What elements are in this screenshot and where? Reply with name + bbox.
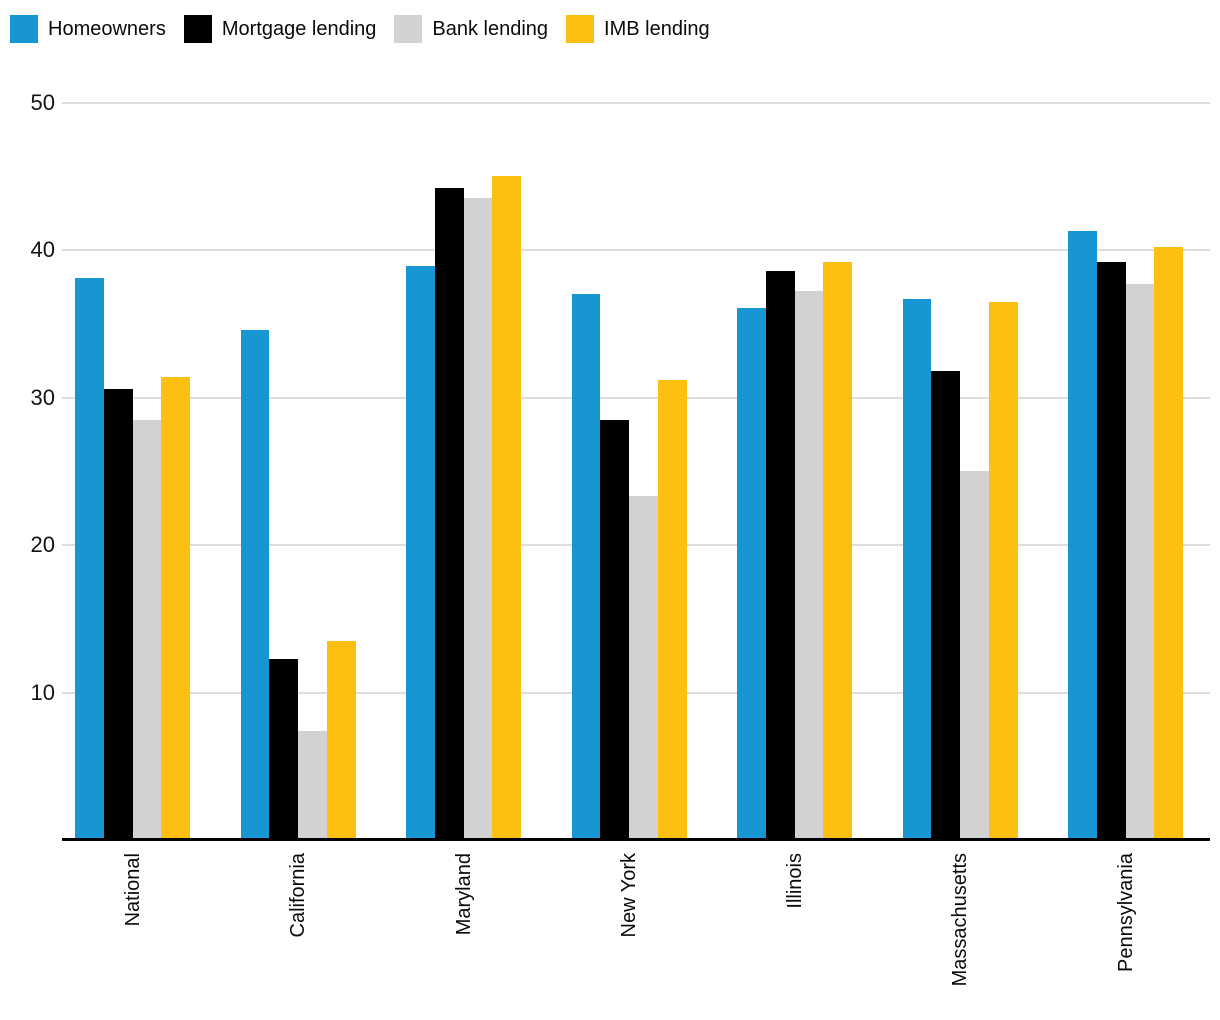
bar-imb-lending-california xyxy=(326,640,356,840)
bar-bank-lending-maryland xyxy=(463,198,493,840)
y-axis-tick-label: 20 xyxy=(30,532,55,557)
bar-homeowners-pennsylvania xyxy=(1068,230,1097,840)
legend-swatch-icon xyxy=(566,15,595,43)
bar-imb-lending-new-york xyxy=(657,379,687,840)
bar-homeowners-national xyxy=(75,278,104,840)
legend-swatch-icon xyxy=(183,15,212,43)
bar-homeowners-massachusetts xyxy=(902,298,932,840)
y-axis-tick-label: 50 xyxy=(30,89,55,115)
bar-mortgage-lending-massachusetts xyxy=(931,370,960,840)
y-axis-tick-label: 30 xyxy=(30,384,55,410)
bar-imb-lending-illinois xyxy=(823,261,852,840)
y-axis-tick-label: 40 xyxy=(30,237,55,262)
legend-label: Homeowners xyxy=(48,17,166,40)
legend-item-imb-lending: IMB lending xyxy=(566,15,710,43)
x-category-label-massachusetts: Massachusetts xyxy=(949,853,971,987)
gridline-40 xyxy=(62,249,1210,251)
legend-item-mortgage-lending: Mortgage lending xyxy=(183,15,377,43)
legend-swatch-icon xyxy=(394,15,423,43)
x-category-label-new-york: New York xyxy=(618,853,640,938)
x-category-label-pennsylvania: Pennsylvania xyxy=(1114,853,1137,972)
bar-mortgage-lending-illinois xyxy=(765,270,795,840)
legend-item-homeowners: Homeowners xyxy=(10,15,166,43)
bar-bank-lending-national xyxy=(132,419,162,840)
bar-homeowners-new-york xyxy=(571,294,601,840)
bar-mortgage-lending-california xyxy=(269,658,298,840)
legend-item-bank-lending: Bank lending xyxy=(394,15,548,43)
bar-homeowners-california xyxy=(240,329,270,840)
legend-swatch-icon xyxy=(10,15,38,43)
x-category-label-california: California xyxy=(287,853,309,938)
bar-mortgage-lending-national xyxy=(103,388,133,840)
legend-label: Mortgage lending xyxy=(221,17,377,40)
bar-imb-lending-pennsylvania xyxy=(1154,247,1183,840)
legend-label: Bank lending xyxy=(432,17,549,40)
bar-bank-lending-new-york xyxy=(629,496,658,840)
bar-bank-lending-illinois xyxy=(794,291,824,840)
bar-bank-lending-california xyxy=(298,730,327,840)
x-category-label-illinois: Illinois xyxy=(783,853,806,909)
bar-homeowners-maryland xyxy=(406,266,435,840)
legend-label: IMB lending xyxy=(604,17,710,40)
y-axis-tick-label: 10 xyxy=(30,679,55,705)
bar-mortgage-lending-maryland xyxy=(434,188,464,840)
bar-mortgage-lending-new-york xyxy=(600,419,629,840)
bar-homeowners-illinois xyxy=(737,307,766,840)
x-category-label-maryland: Maryland xyxy=(452,853,475,936)
bar-imb-lending-national xyxy=(161,376,190,840)
bar-mortgage-lending-pennsylvania xyxy=(1096,261,1126,840)
gridline-50 xyxy=(62,101,1210,104)
bar-imb-lending-massachusetts xyxy=(988,301,1018,840)
x-axis-line xyxy=(62,838,1210,841)
bar-imb-lending-maryland xyxy=(492,176,521,840)
chart-legend: Homeowners Mortgage lending Bank lending IM… xyxy=(10,15,710,43)
x-category-label-national: National xyxy=(121,853,144,927)
gridline-30 xyxy=(62,396,1210,399)
bar-bank-lending-pennsylvania xyxy=(1125,283,1155,840)
bar-bank-lending-massachusetts xyxy=(960,471,989,840)
